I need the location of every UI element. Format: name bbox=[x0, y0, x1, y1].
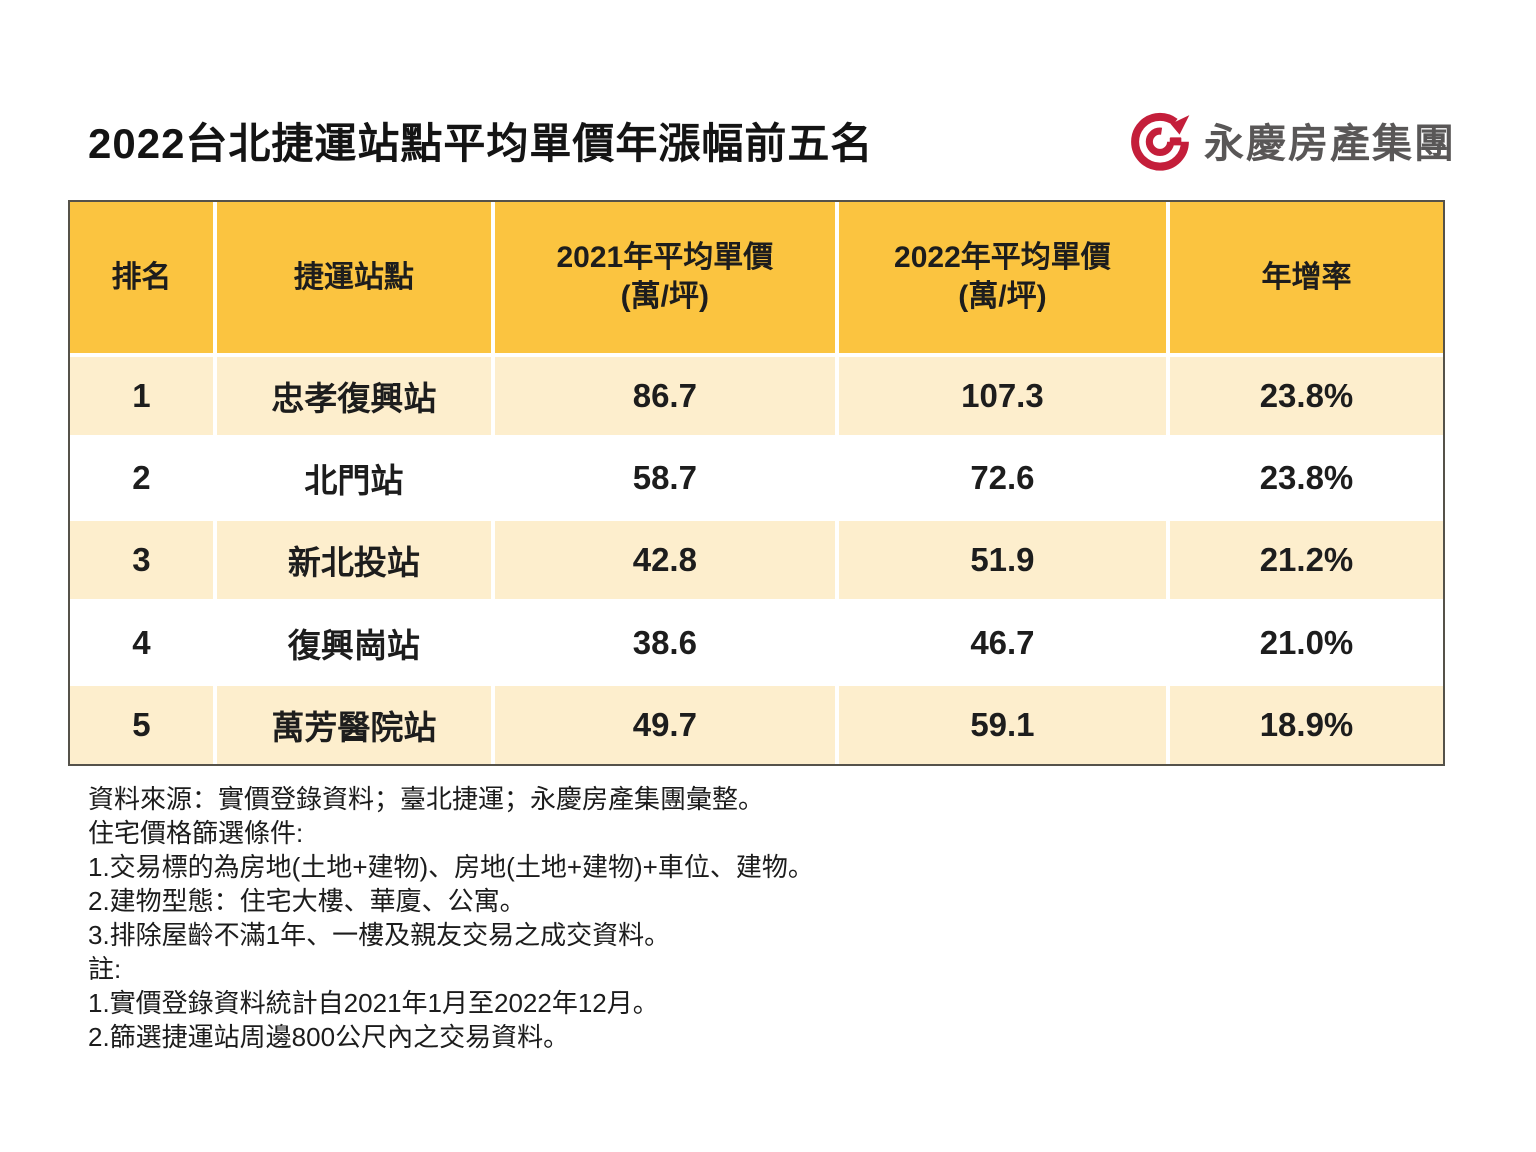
price-2022-cell: 72.6 bbox=[838, 438, 1167, 518]
price-2022-cell: 107.3 bbox=[838, 356, 1167, 435]
footnote-note-1: 1.實價登錄資料統計自2021年1月至2022年12月。 bbox=[88, 988, 659, 1018]
station-cell: 新北投站 bbox=[216, 521, 491, 600]
station-cell: 萬芳醫院站 bbox=[216, 685, 491, 764]
col-header-yoy: 年增率 bbox=[1170, 202, 1443, 353]
col-header-unit: (萬/坪) bbox=[620, 280, 709, 314]
price-2021-cell: 58.7 bbox=[494, 438, 835, 518]
col-header-price-2022: 2022年平均單價 (萬/坪) bbox=[838, 202, 1167, 353]
yoy-cell: 23.8% bbox=[1170, 356, 1443, 435]
footnote-filter-3: 3.排除屋齡不滿1年、一樓及親友交易之成交資料。 bbox=[88, 920, 671, 950]
station-cell: 忠孝復興站 bbox=[216, 356, 491, 435]
yungching-logo-icon bbox=[1128, 108, 1192, 172]
ranking-table: 排名 捷運站點 2021年平均單價 (萬/坪) 2022年平均單價 (萬/坪) … bbox=[68, 200, 1445, 766]
col-header-label: 2022年平均單價 bbox=[894, 241, 1111, 275]
col-header-unit: (萬/坪) bbox=[958, 280, 1047, 314]
price-2022-cell: 59.1 bbox=[838, 685, 1167, 764]
brand-name: 永慶房產集團 bbox=[1204, 122, 1456, 166]
price-2021-cell: 42.8 bbox=[494, 521, 835, 600]
price-2021-cell: 86.7 bbox=[494, 356, 835, 435]
rank-cell: 5 bbox=[70, 685, 213, 764]
brand-logo: 永慶房產集團 bbox=[1128, 108, 1456, 172]
col-header-label: 年增率 bbox=[1261, 260, 1352, 294]
price-2022-cell: 46.7 bbox=[838, 603, 1167, 682]
rank-cell: 1 bbox=[70, 356, 213, 435]
yoy-cell: 18.9% bbox=[1170, 685, 1443, 764]
price-2021-cell: 49.7 bbox=[494, 685, 835, 764]
rank-cell: 3 bbox=[70, 521, 213, 600]
footnote-filter-1: 1.交易標的為房地(土地+建物)、房地(土地+建物)+車位、建物。 bbox=[88, 852, 814, 882]
yoy-cell: 21.2% bbox=[1170, 521, 1443, 600]
footnotes: 資料來源：實價登錄資料；臺北捷運；永慶房產集團彙整。 住宅價格篩選條件: 1.交… bbox=[88, 782, 814, 1054]
col-header-station: 捷運站點 bbox=[216, 202, 491, 353]
footnote-note-2: 2.篩選捷運站周邊800公尺內之交易資料。 bbox=[88, 1022, 570, 1052]
col-header-label: 捷運站點 bbox=[293, 260, 414, 294]
price-2022-cell: 51.9 bbox=[838, 521, 1167, 600]
yoy-cell: 21.0% bbox=[1170, 603, 1443, 682]
footnote-source: 資料來源：實價登錄資料；臺北捷運；永慶房產集團彙整。 bbox=[88, 784, 765, 814]
top-bar: 2022台北捷運站點平均單價年漲幅前五名 永慶房產集團 bbox=[88, 108, 1456, 172]
station-cell: 北門站 bbox=[216, 438, 491, 518]
footnote-filter-2: 2.建物型態：住宅大樓、華廈、公寓。 bbox=[88, 886, 526, 916]
col-header-label: 排名 bbox=[111, 260, 172, 294]
footnote-note-title: 註: bbox=[88, 954, 122, 984]
station-cell: 復興崗站 bbox=[216, 603, 491, 682]
page-title: 2022台北捷運站點平均單價年漲幅前五名 bbox=[88, 119, 874, 167]
col-header-price-2021: 2021年平均單價 (萬/坪) bbox=[494, 202, 835, 353]
col-header-rank: 排名 bbox=[70, 202, 213, 353]
rank-cell: 2 bbox=[70, 438, 213, 518]
rank-cell: 4 bbox=[70, 603, 213, 682]
yoy-cell: 23.8% bbox=[1170, 438, 1443, 518]
price-2021-cell: 38.6 bbox=[494, 603, 835, 682]
col-header-label: 2021年平均單價 bbox=[556, 241, 774, 275]
footnote-filter-title: 住宅價格篩選條件: bbox=[88, 818, 304, 848]
